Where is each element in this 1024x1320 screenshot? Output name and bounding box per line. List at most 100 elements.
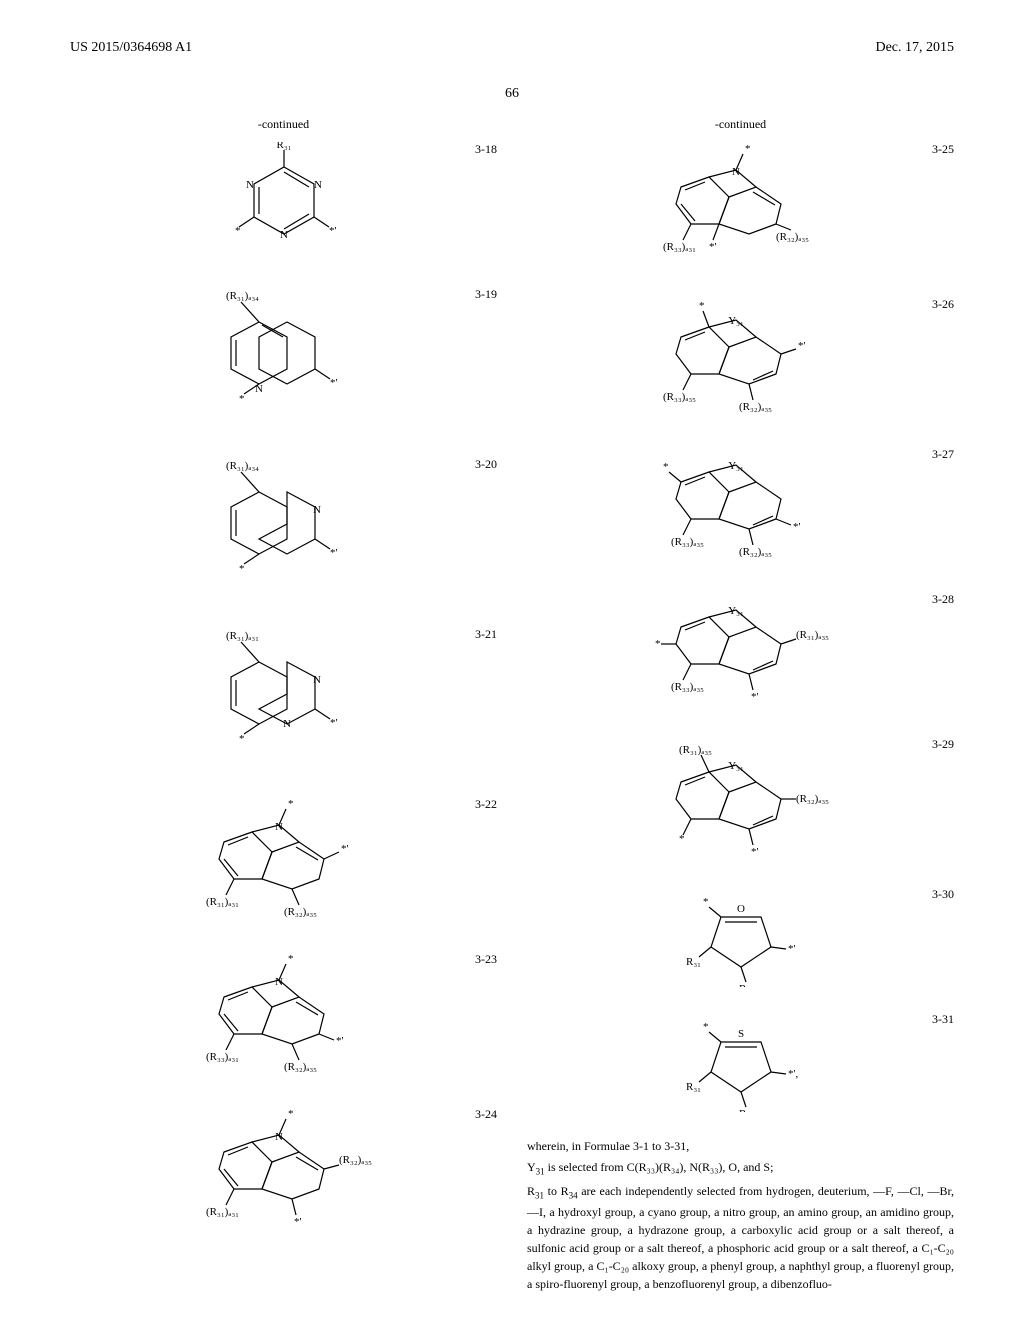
formula-label: 3-20 [475,457,497,472]
text-line-3: R31 to R34 are each independently select… [527,1182,954,1293]
structure-isoquinoline: (R₃₁)ₐ₃₄ N * *' [199,457,369,602]
structure-carbazole-2: N * *' (R₃₃)ₐ₃₁ (R₃₂)ₐ₃₅ [184,952,384,1082]
structure-furan: O * *' R₃₁ R₃₂ [671,887,811,987]
svg-text:*: * [703,896,709,908]
svg-text:N: N [275,821,283,833]
svg-text:(R₃₂)ₐ₃₅: (R₃₂)ₐ₃₅ [739,546,772,558]
right-column: -continued 3-25 N * *' [527,117,954,1296]
svg-text:(R₃₁)ₐ₃₅: (R₃₁)ₐ₃₅ [796,629,829,641]
publication-number: US 2015/0364698 A1 [70,40,192,56]
text-line-2: Y31 is selected from C(R₃₃)(R₃₄), N(R₃₃)… [527,1158,954,1179]
page-number: 66 [70,86,954,102]
formula-3-18: 3-18 R₃₁ N N N * *' [70,142,497,262]
svg-text:*: * [288,1108,294,1120]
formula-label: 3-27 [932,447,954,462]
svg-text:*': *' [330,717,338,729]
svg-text:*: * [655,638,661,650]
structure-carbazole-4: N * *' (R₃₃)ₐ₃₁ (R₃₂)ₐ₃₅ [641,142,841,272]
formula-label: 3-21 [475,627,497,642]
svg-text:(R₃₁)ₐ₃₁: (R₃₁)ₐ₃₁ [206,1206,239,1218]
publication-date: Dec. 17, 2015 [875,40,954,56]
svg-text:*: * [239,733,245,745]
svg-text:(R₃₁)ₐ₃₁: (R₃₁)ₐ₃₁ [206,896,239,908]
svg-text:Y₃₁: Y₃₁ [728,460,744,472]
svg-text:*': *' [330,547,338,559]
structure-dibenzo-1: Y₃₁ * *' (R₃₃)ₐ₃₅ (R₃₂)ₐ₃₅ [641,297,841,422]
formula-3-25: 3-25 N * *' (R₃₃)ₐ₃₁ (R₃₂ [527,142,954,272]
svg-text:(R₃₃)ₐ₃₅: (R₃₃)ₐ₃₅ [671,536,704,548]
formula-label: 3-26 [932,297,954,312]
svg-text:(R₃₂)ₐ₃₅: (R₃₂)ₐ₃₅ [739,401,772,413]
svg-text:Y₃₁: Y₃₁ [728,760,744,772]
svg-text:R₃₁: R₃₁ [686,956,701,968]
continued-label-right: -continued [527,117,954,132]
svg-text:R₃₂: R₃₂ [739,1108,754,1112]
svg-text:(R₃₃)ₐ₃₁: (R₃₃)ₐ₃₁ [663,241,696,253]
svg-text:*': *' [751,846,759,858]
text-line-1: wherein, in Formulae 3-1 to 3-31, [527,1137,954,1155]
svg-text:N: N [255,383,263,395]
structure-carbazole: N * *' (R₃₁)ₐ₃₁ (R₃₂)ₐ₃₅ [184,797,384,927]
svg-text:(R₃₂)ₐ₃₅: (R₃₂)ₐ₃₅ [339,1154,372,1166]
svg-text:Y₃₁: Y₃₁ [728,605,744,617]
formula-label: 3-23 [475,952,497,967]
svg-text:N: N [313,674,321,686]
svg-text:*': *' [330,377,338,389]
formula-3-26: 3-26 Y₃₁ * *' (R₃₃)ₐ₃₅ (R₃₂)ₐ₃₅ [527,297,954,422]
formula-3-21: 3-21 (R₃₁)ₐ₃₁ N N * *' [70,627,497,772]
svg-text:*: * [239,393,245,405]
structure-triazine: R₃₁ N N N * *' [209,142,359,257]
formula-label: 3-29 [932,737,954,752]
svg-text:*: * [235,225,241,237]
svg-text:*': *' [329,225,337,237]
svg-text:(R₃₃)ₐ₃₅: (R₃₃)ₐ₃₅ [671,681,704,693]
svg-text:R₃₂: R₃₂ [739,983,754,987]
formula-label: 3-22 [475,797,497,812]
formula-3-23: 3-23 N * *' (R₃₃)ₐ₃₁ (R₃₂ [70,952,497,1082]
svg-text:O: O [737,903,745,915]
body-text: wherein, in Formulae 3-1 to 3-31, Y31 is… [527,1137,954,1293]
formula-label: 3-28 [932,592,954,607]
svg-text:*: * [699,300,705,312]
formula-label: 3-31 [932,1012,954,1027]
svg-text:*: * [288,798,294,810]
svg-text:N: N [275,976,283,988]
svg-text:*': *' [793,521,801,533]
formula-3-27: 3-27 Y₃₁ * *' (R₃₃)ₐ₃₅ (R₃₂)ₐ₃₅ [527,447,954,567]
svg-text:*: * [663,461,669,473]
svg-text:(R₃₂)ₐ₃₅: (R₃₂)ₐ₃₅ [776,231,809,243]
svg-text:*: * [679,833,685,845]
svg-text:N: N [314,179,322,191]
structure-dibenzo-4: Y₃₁ * *' (R₃₁)ₐ₃₅ (R₃₂)ₐ₃₅ [641,737,841,862]
svg-text:(R₃₃)ₐ₃₁: (R₃₃)ₐ₃₁ [206,1051,239,1063]
svg-text:*: * [288,953,294,965]
left-column: -continued 3-18 R₃₁ N N N * *' [70,117,497,1296]
svg-text:(R₃₂)ₐ₃₅: (R₃₂)ₐ₃₅ [284,906,317,918]
svg-text:*': *' [294,1216,302,1228]
svg-text:*': *' [709,241,717,253]
structure-dibenzo-2: Y₃₁ * *' (R₃₃)ₐ₃₅ (R₃₂)ₐ₃₅ [641,447,841,567]
svg-text:N: N [732,166,740,178]
svg-text:*': *' [788,943,796,955]
formula-3-20: 3-20 (R₃₁)ₐ₃₄ N * *' [70,457,497,602]
structure-carbazole-3: N * *' (R₃₁)ₐ₃₁ (R₃₂)ₐ₃₅ [184,1107,384,1237]
svg-text:S: S [737,1028,743,1040]
formula-label: 3-18 [475,142,497,157]
svg-text:N: N [275,1131,283,1143]
svg-text:*: * [745,143,751,155]
svg-text:(R₃₁)ₐ₃₄: (R₃₁)ₐ₃₄ [226,290,259,302]
content-columns: -continued 3-18 R₃₁ N N N * *' [70,117,954,1296]
svg-text:(R₃₁)ₐ₃₅: (R₃₁)ₐ₃₅ [679,744,712,756]
svg-text:N: N [313,504,321,516]
svg-text:(R₃₁)ₐ₃₁: (R₃₁)ₐ₃₁ [226,630,259,642]
svg-text:*: * [703,1021,709,1033]
svg-text:R₃₁: R₃₁ [686,1081,701,1093]
structure-quinazoline: (R₃₁)ₐ₃₁ N N * *' [199,627,369,772]
svg-text:*': *' [798,340,806,352]
formula-3-30: 3-30 O * *' R₃₁ R₃₂ [527,887,954,987]
svg-text:N: N [283,718,291,730]
svg-text:*': *' [751,691,759,703]
svg-text:(R₃₁)ₐ₃₄: (R₃₁)ₐ₃₄ [226,460,259,472]
svg-text:N: N [246,179,254,191]
continued-label-left: -continued [70,117,497,132]
